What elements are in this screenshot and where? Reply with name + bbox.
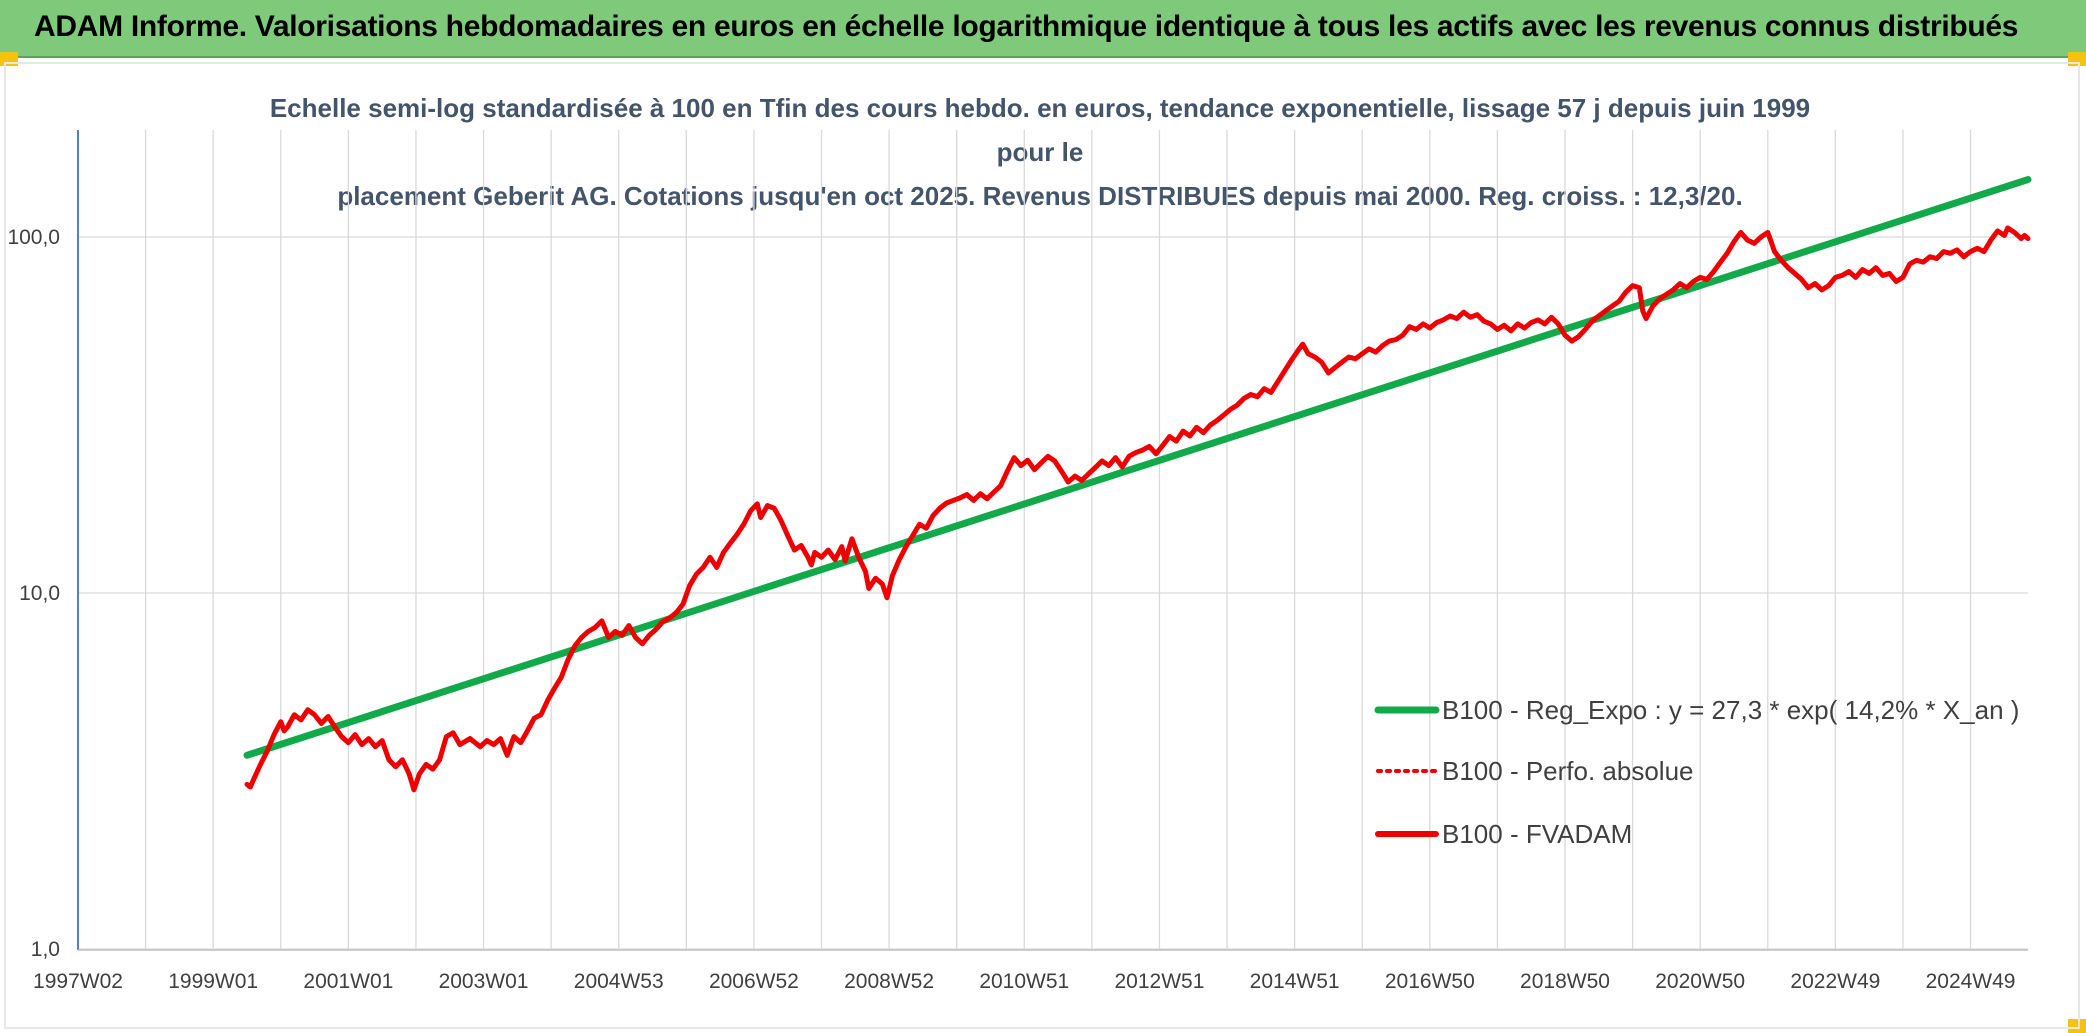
trend-line (243, 176, 2032, 759)
chart-title: Echelle semi-log standardisée à 100 en T… (260, 86, 1820, 218)
tick-labels: 1,0 10,0 100,0 1997W02 1999W01 2001W01 2003W01… (7, 226, 2015, 993)
page-title: ADAM Informe. Valorisations hebdomadaire… (34, 10, 2019, 43)
x-tick-label: 2012W51 (1115, 970, 1205, 993)
x-tick-label: 2022W49 (1790, 970, 1880, 993)
chart-frame (4, 62, 2080, 1029)
series-group (243, 176, 2032, 793)
x-tick-label: 2004W53 (574, 970, 664, 993)
x-tick-label: 2008W52 (844, 970, 934, 993)
legend-label: B100 - Reg_Expo : y = 27,3 * exp( 14,2% … (1442, 695, 2019, 725)
y-tick-label: 1,0 (31, 938, 60, 961)
y-tick-label: 10,0 (19, 582, 60, 605)
x-tick-label: 2010W51 (979, 970, 1069, 993)
grid (77, 130, 2028, 950)
axes (77, 130, 2028, 951)
legend-label: B100 - Perfo. absolue (1442, 756, 1694, 786)
x-tick-label: 2003W01 (439, 970, 529, 993)
x-tick-label: 2014W51 (1250, 970, 1340, 993)
x-tick-label: 2024W49 (1926, 970, 2016, 993)
x-tick-label: 1997W02 (33, 970, 123, 993)
y-tick-label: 100,0 (7, 226, 60, 249)
header-banner: ADAM Informe. Valorisations hebdomadaire… (0, 0, 2086, 58)
x-tick-label: 2001W01 (303, 970, 393, 993)
legend: B100 - Reg_Expo : y = 27,3 * exp( 14,2% … (1374, 695, 2019, 849)
fvadam-line (244, 225, 2031, 793)
x-tick-label: 2020W50 (1655, 970, 1745, 993)
x-tick-label: 2006W52 (709, 970, 799, 993)
x-tick-label: 1999W01 (168, 970, 258, 993)
chart-title-line-2: placement Geberit AG. Cotations jusqu'en… (337, 181, 1743, 211)
legend-label: B100 - FVADAM (1442, 819, 1632, 849)
chart-title-line-1: Echelle semi-log standardisée à 100 en T… (269, 93, 1811, 167)
x-tick-label: 2018W50 (1520, 970, 1610, 993)
x-tick-label: 2016W50 (1385, 970, 1475, 993)
corner-marker-bottom-right (2068, 1019, 2086, 1033)
